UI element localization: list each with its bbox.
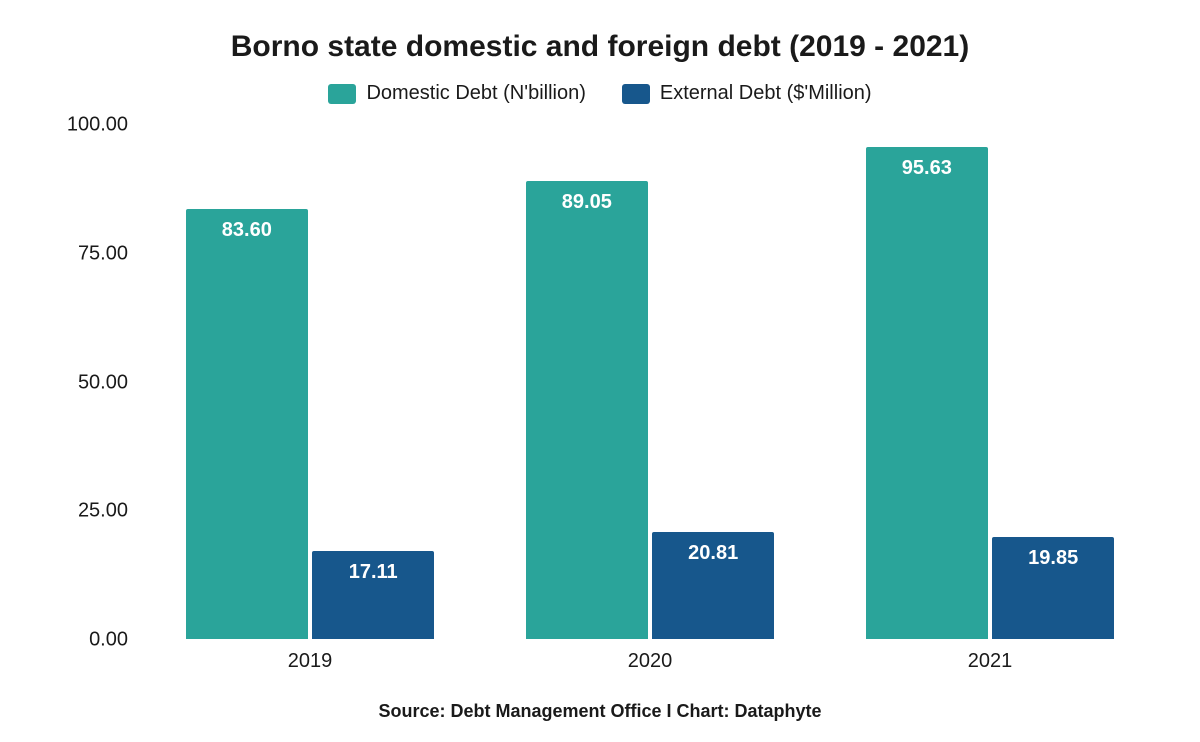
bar-label: 83.60 bbox=[222, 219, 272, 242]
legend-label-external: External Debt ($'Million) bbox=[660, 82, 872, 105]
x-label: 2019 bbox=[140, 650, 480, 673]
y-tick: 0.00 bbox=[28, 629, 128, 652]
chart-source: Source: Debt Management Office I Chart: … bbox=[40, 701, 1160, 722]
bar-external-2021: 19.85 bbox=[992, 537, 1114, 639]
bar-domestic-2021: 95.63 bbox=[866, 147, 988, 639]
bar-domestic-2020: 89.05 bbox=[526, 181, 648, 639]
bar-group-2021: 95.63 19.85 bbox=[820, 125, 1160, 639]
bar-label: 89.05 bbox=[562, 191, 612, 214]
bar-external-2019: 17.11 bbox=[312, 551, 434, 639]
plot-area: 83.60 17.11 89.05 20.81 95 bbox=[140, 125, 1160, 640]
y-tick: 50.00 bbox=[28, 371, 128, 394]
bar-groups: 83.60 17.11 89.05 20.81 95 bbox=[140, 125, 1160, 639]
bar-group-2019: 83.60 17.11 bbox=[140, 125, 480, 639]
legend-swatch-external bbox=[622, 84, 650, 104]
bar-label: 20.81 bbox=[688, 542, 738, 565]
x-label: 2021 bbox=[820, 650, 1160, 673]
bar-external-2020: 20.81 bbox=[652, 532, 774, 639]
x-label: 2020 bbox=[480, 650, 820, 673]
x-axis: 2019 2020 2021 bbox=[140, 650, 1160, 673]
bar-label: 19.85 bbox=[1028, 547, 1078, 570]
y-tick: 100.00 bbox=[28, 114, 128, 137]
legend-swatch-domestic bbox=[328, 84, 356, 104]
chart-container: Borno state domestic and foreign debt (2… bbox=[0, 0, 1200, 742]
plot-wrap: 100.00 75.00 50.00 25.00 0.00 83.60 17.1… bbox=[40, 125, 1160, 640]
legend-item-external: External Debt ($'Million) bbox=[622, 82, 872, 105]
bar-label: 95.63 bbox=[902, 157, 952, 180]
y-tick: 75.00 bbox=[28, 242, 128, 265]
y-tick: 25.00 bbox=[28, 500, 128, 523]
bar-domestic-2019: 83.60 bbox=[186, 209, 308, 639]
legend-item-domestic: Domestic Debt (N'billion) bbox=[328, 82, 585, 105]
bar-group-2020: 89.05 20.81 bbox=[480, 125, 820, 639]
legend-label-domestic: Domestic Debt (N'billion) bbox=[366, 82, 585, 105]
chart-title: Borno state domestic and foreign debt (2… bbox=[40, 30, 1160, 64]
legend: Domestic Debt (N'billion) External Debt … bbox=[40, 82, 1160, 105]
bar-label: 17.11 bbox=[349, 561, 398, 584]
y-axis: 100.00 75.00 50.00 25.00 0.00 bbox=[40, 125, 140, 640]
